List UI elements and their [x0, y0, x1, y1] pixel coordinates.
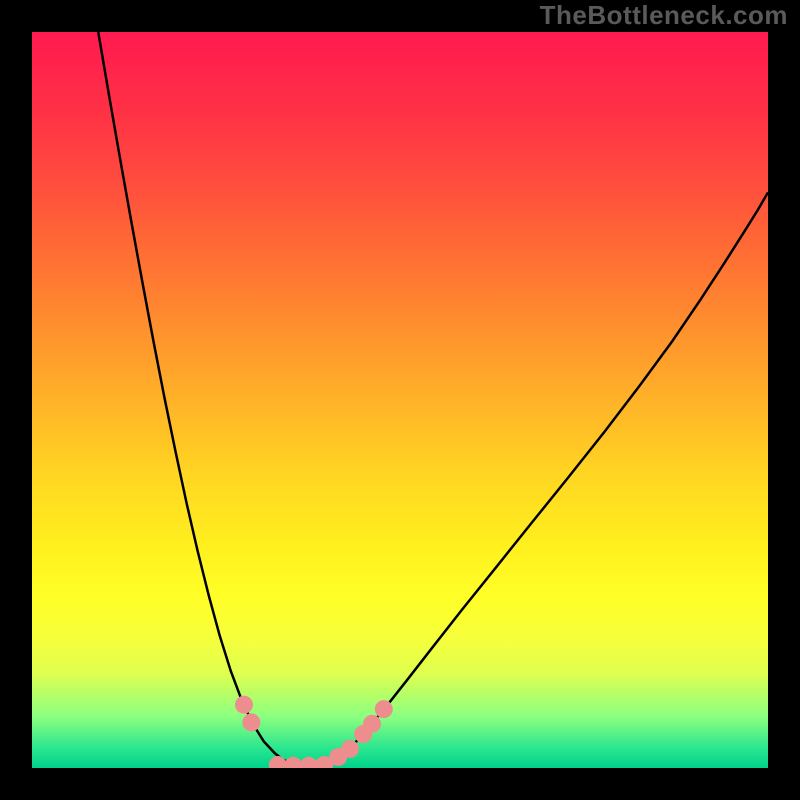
curve-marker: [363, 715, 381, 733]
curve-marker: [235, 696, 253, 714]
curve-marker: [341, 740, 359, 758]
bottleneck-chart: [0, 0, 800, 800]
root-canvas: TheBottleneck.com: [0, 0, 800, 800]
curve-marker: [284, 757, 302, 775]
curve-marker: [269, 756, 287, 774]
curve-marker: [242, 713, 260, 731]
chart-plot-area: [32, 32, 768, 768]
curve-marker: [300, 757, 318, 775]
watermark-text: TheBottleneck.com: [540, 0, 788, 31]
curve-marker: [375, 700, 393, 718]
